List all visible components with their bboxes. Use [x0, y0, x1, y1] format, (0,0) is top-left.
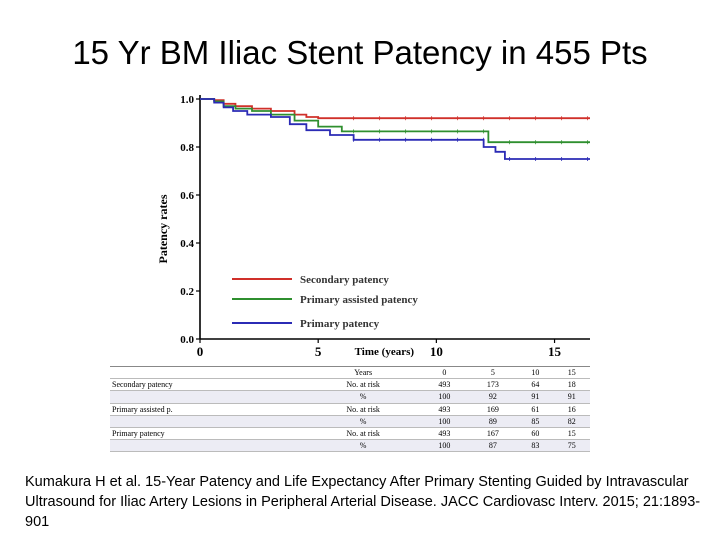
risk-row-label: % [359, 416, 367, 426]
risk-value: 82 [567, 416, 576, 426]
risk-value: 15 [567, 429, 576, 439]
risk-value: 75 [567, 441, 576, 451]
risk-value: 100 [438, 441, 451, 451]
series-line-2 [200, 98, 590, 144]
risk-table-row: % 100 92 91 91 [110, 390, 590, 404]
risk-table: Years 0 5 10 15 Secondary patency No. at risk 4… [110, 366, 590, 452]
risk-value: 64 [531, 380, 540, 390]
risk-group-label [110, 391, 306, 403]
risk-row-label: % [359, 392, 367, 402]
series-line-3 [200, 98, 590, 160]
x-tick-label: 15 [548, 344, 562, 359]
risk-value: 89 [488, 416, 497, 426]
risk-table-row: Secondary patency No. at risk 493 173 64 18 [110, 379, 590, 391]
risk-row-label: No. at risk [346, 429, 380, 439]
risk-row-label: % [359, 441, 367, 451]
legend-label-1: Secondary patency [300, 274, 389, 286]
citation: Kumakura H et al. 15-Year Patency and Li… [25, 474, 701, 530]
y-tick-label: 0.4 [180, 238, 194, 250]
x-axis-label: Time (years) [355, 346, 415, 358]
risk-value: 100 [438, 416, 451, 426]
risk-table-row: Primary assisted p. No. at risk 493 169 61 16 [110, 403, 590, 416]
y-axis-label: Patency rates [156, 194, 170, 263]
risk-value: 493 [438, 429, 451, 439]
risk-group-label: Secondary patency [112, 380, 173, 390]
risk-header-cell: 10 [531, 368, 540, 377]
risk-group-label [110, 415, 306, 427]
risk-value: 16 [567, 404, 576, 414]
y-tick-label: 1.0 [180, 94, 194, 106]
risk-value: 85 [531, 416, 540, 426]
risk-header-cell: Years [354, 368, 373, 377]
legend-label-3: Primary patency [300, 318, 380, 330]
y-tick-label: 0.0 [180, 334, 194, 346]
risk-group-label [110, 440, 306, 452]
risk-header-cell: 15 [567, 368, 576, 377]
risk-table-row: Primary patency No. at risk 493 167 60 15 [110, 428, 590, 440]
x-tick-label: 10 [430, 344, 443, 359]
risk-value: 60 [531, 429, 540, 439]
risk-header-cell: 0 [442, 368, 447, 377]
risk-value: 173 [486, 380, 499, 390]
risk-row-label: No. at risk [346, 380, 380, 390]
risk-value: 18 [567, 380, 576, 390]
slide-title: 15 Yr BM Iliac Stent Patency in 455 Pts [72, 34, 648, 71]
y-tick-label: 0.2 [180, 286, 194, 298]
risk-table-row: % 100 89 85 82 [110, 415, 590, 428]
risk-table-header: Years 0 5 10 15 [110, 366, 590, 379]
legend-label-2: Primary assisted patency [300, 294, 418, 306]
risk-value: 100 [438, 392, 451, 402]
risk-value: 493 [438, 404, 451, 414]
risk-group-label: Primary assisted p. [112, 404, 173, 414]
risk-header-cell [110, 367, 306, 379]
x-tick-label: 0 [197, 344, 204, 359]
y-tick-label: 0.8 [180, 142, 194, 154]
risk-value: 83 [531, 441, 540, 451]
series-line-1 [200, 98, 590, 120]
risk-group-label: Primary patency [112, 429, 165, 439]
risk-value: 91 [567, 392, 576, 402]
risk-row-label: No. at risk [346, 404, 380, 414]
risk-value: 92 [488, 392, 497, 402]
risk-value: 87 [488, 441, 497, 451]
risk-value: 169 [486, 404, 499, 414]
risk-value: 493 [438, 380, 451, 390]
risk-value: 61 [531, 404, 540, 414]
risk-table-row: % 100 87 83 75 [110, 439, 590, 452]
x-tick-label: 5 [315, 344, 322, 359]
risk-header-cell: 5 [490, 368, 495, 377]
y-tick-label: 0.6 [180, 190, 194, 202]
risk-value: 167 [486, 429, 499, 439]
risk-value: 91 [531, 392, 540, 402]
